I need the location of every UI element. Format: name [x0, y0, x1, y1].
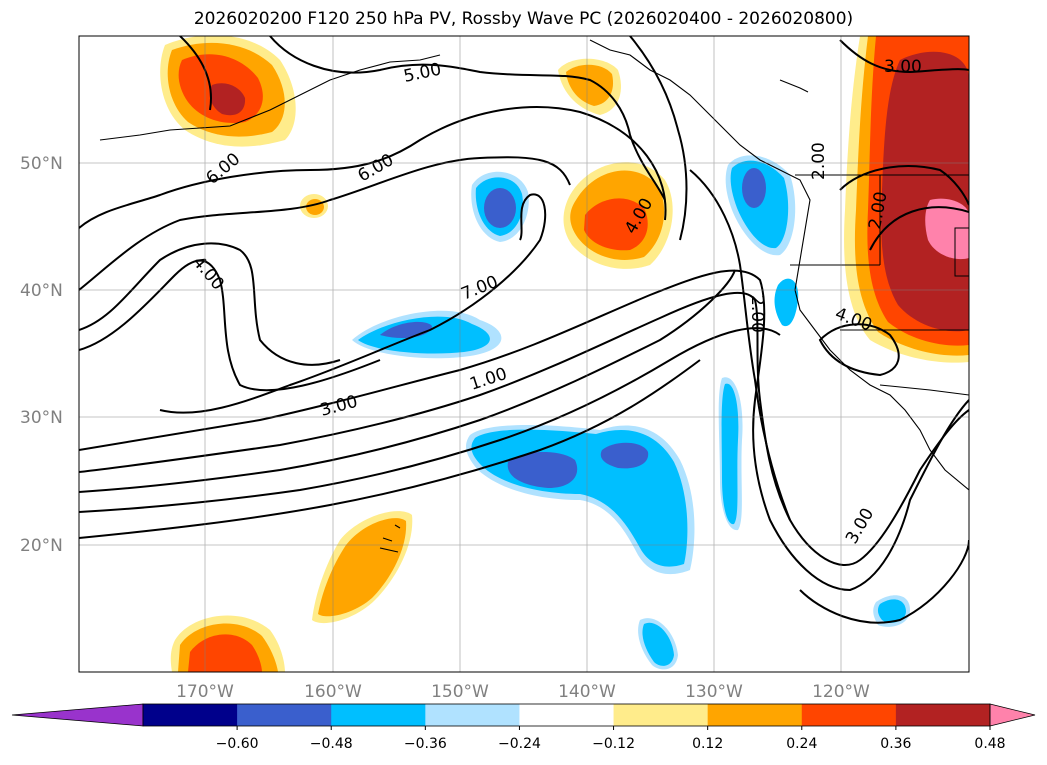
colorbar-outline	[142, 703, 991, 727]
lon-label: 120°W	[812, 682, 870, 702]
negative-anomaly-east-strip	[718, 377, 743, 531]
lat-label: 50°N	[20, 154, 63, 174]
colorbar-tick-label: −0.36	[404, 736, 447, 752]
positive-anomaly-midpacific	[563, 162, 673, 269]
colorbar-extend-high	[989, 703, 1036, 727]
colorbar-segment	[331, 704, 426, 726]
lat-label: 20°N	[20, 536, 63, 556]
longitude-labels: 170°W 160°W 150°W 140°W 130°W 120°W	[176, 682, 870, 702]
negative-anomaly-pacific-north-coast	[725, 155, 796, 256]
colorbar: −0.60 −0.48 −0.36 −0.24 −0.12 0.12 0.24 0.36 0.4…	[11, 703, 1036, 752]
pv-contours	[79, 36, 969, 624]
coastlines	[99, 39, 969, 553]
colorbar-segment	[237, 704, 332, 726]
colorbar-tick-label: −0.60	[216, 736, 259, 752]
lat-label: 40°N	[20, 281, 63, 301]
colorbar-tick-label: 0.48	[974, 736, 1005, 752]
colorbar-segment	[801, 704, 897, 726]
positive-anomaly-southwest	[170, 615, 285, 672]
map-frame	[78, 35, 970, 673]
gridlines	[79, 36, 969, 672]
lon-label: 150°W	[431, 682, 489, 702]
contour-label: 3.00	[884, 57, 922, 77]
colorbar-tick-label: 0.24	[786, 736, 817, 752]
colorbar-segment	[613, 704, 709, 726]
colorbar-tick-label: 0.36	[880, 736, 911, 752]
contour-label: 2.00	[809, 142, 829, 180]
map-title: 2026020200 F120 250 hPa PV, Rossby Wave …	[193, 9, 854, 29]
colorbar-tick-label: −0.12	[592, 736, 635, 752]
negative-anomaly-subtropical	[466, 425, 695, 575]
lon-label: 160°W	[304, 682, 362, 702]
colorbar-segment	[143, 704, 238, 726]
colorbar-segment	[707, 704, 803, 726]
positive-anomaly-western-us	[844, 36, 969, 363]
colorbar-segment	[519, 704, 615, 726]
colorbar-extend-low	[11, 703, 144, 727]
positive-anomaly-north	[558, 58, 621, 115]
colorbar-segment	[895, 704, 991, 726]
colorbar-tick-label: −0.24	[498, 736, 541, 752]
positive-anomaly-gulf-alaska	[160, 36, 296, 147]
contour-label: 2.00	[747, 295, 767, 333]
colorbar-segment	[425, 704, 520, 726]
negative-anomaly-central	[352, 310, 502, 359]
lat-label: 30°N	[20, 408, 63, 428]
negative-anomaly-south	[638, 618, 678, 670]
colorbar-tick-label: −0.48	[310, 736, 353, 752]
lon-label: 130°W	[685, 682, 743, 702]
political-borders	[790, 174, 969, 396]
lon-label: 140°W	[558, 682, 616, 702]
lon-label: 170°W	[176, 682, 234, 702]
negative-anomaly-california	[774, 278, 799, 327]
negative-anomaly-north	[471, 171, 529, 242]
latitude-labels: 50°N 40°N 30°N 20°N	[20, 154, 63, 556]
colorbar-tick-label: 0.12	[692, 736, 723, 752]
